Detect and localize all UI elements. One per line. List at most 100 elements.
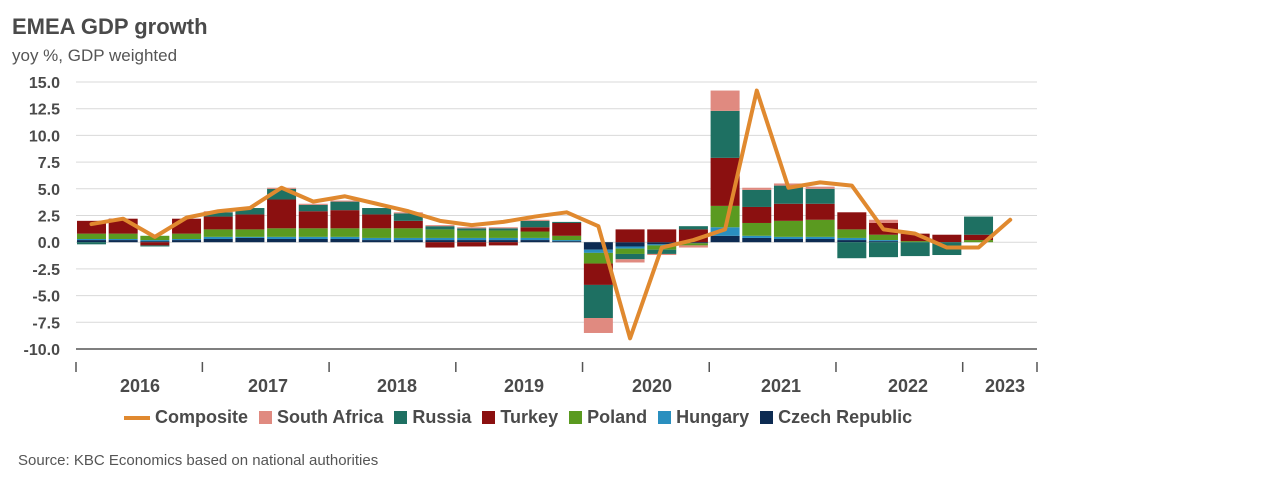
bar-segment-poland xyxy=(773,220,803,237)
bar-segment-hungary xyxy=(203,236,233,239)
legend-swatch xyxy=(482,411,496,424)
legend-item-poland: Poland xyxy=(569,407,647,428)
chart-subtitle: yoy %, GDP weighted xyxy=(12,46,178,65)
bar-segment-south-africa xyxy=(742,187,772,190)
legend-label: Composite xyxy=(155,407,249,427)
bar-segment-hungary xyxy=(805,236,835,239)
bar-segment-russia xyxy=(710,110,740,158)
bar-segment-poland xyxy=(203,229,233,237)
source-note: Source: KBC Economics based on national … xyxy=(18,452,379,469)
bar-segment-hungary xyxy=(488,237,518,241)
bar-segment-hungary xyxy=(773,236,803,239)
y-tick-label: -7.5 xyxy=(32,315,60,332)
bar-segment-poland xyxy=(964,240,994,243)
bar-segment-hungary xyxy=(520,237,550,241)
bar-segment-russia xyxy=(678,226,708,230)
bar-segment-czech-republic xyxy=(869,241,898,243)
bar-segment-poland xyxy=(900,241,930,243)
bar-segment-turkey xyxy=(615,229,645,243)
bar-segment-russia xyxy=(773,185,803,204)
bar-segment-hungary xyxy=(362,237,392,241)
legend-swatch xyxy=(569,411,583,424)
bar-segment-russia xyxy=(552,221,582,223)
bar-segment-hungary xyxy=(172,238,202,241)
legend-swatch xyxy=(658,411,672,424)
bar-segment-poland xyxy=(393,228,423,238)
legend-item-south-africa: South Africa xyxy=(259,407,383,428)
bar-segment-czech-republic xyxy=(457,240,487,243)
y-tick-label: 7.5 xyxy=(38,155,60,172)
chart-legend: Composite South Africa Russia Turkey Poland H… xyxy=(124,407,923,428)
y-tick-label: 15.0 xyxy=(29,75,60,92)
bar-segment-poland xyxy=(172,233,202,239)
x-year-label: 2020 xyxy=(632,376,672,396)
bar-segment-south-africa xyxy=(583,318,613,333)
bar-segment-turkey xyxy=(298,211,328,229)
bar-segment-hungary xyxy=(837,237,867,241)
legend-item-hungary: Hungary xyxy=(658,407,749,428)
legend-label: South Africa xyxy=(277,407,384,427)
bar-segment-south-africa xyxy=(457,227,487,229)
bar-segment-poland xyxy=(457,230,487,238)
bar-segment-poland xyxy=(108,233,138,239)
bar-segment-hungary xyxy=(77,238,106,241)
legend-swatch xyxy=(394,411,408,424)
bar-segment-turkey xyxy=(742,206,772,223)
bar-segment-czech-republic xyxy=(773,238,803,243)
bar-segment-hungary xyxy=(552,240,582,242)
bar-segment-russia xyxy=(805,188,835,204)
bar-segment-poland xyxy=(552,235,582,241)
bar-segment-south-africa xyxy=(869,219,898,223)
bar-segment-czech-republic xyxy=(520,240,550,243)
x-year-label: 2023 xyxy=(985,376,1025,396)
bar-segment-russia xyxy=(267,188,297,200)
y-tick-label: 12.5 xyxy=(29,102,60,119)
bar-segment-hungary xyxy=(235,236,265,238)
bar-segment-turkey xyxy=(647,229,677,243)
bar-segment-south-africa xyxy=(298,203,328,205)
bar-segment-hungary xyxy=(457,237,487,241)
bar-segment-poland xyxy=(837,229,867,238)
bar-segment-czech-republic xyxy=(203,238,233,243)
bar-segment-russia xyxy=(488,228,518,231)
bar-segment-czech-republic xyxy=(583,242,613,250)
bar-segment-poland xyxy=(615,248,645,254)
legend-label: Turkey xyxy=(500,407,559,427)
bar-segment-czech-republic xyxy=(488,240,518,243)
y-tick-label: 2.5 xyxy=(38,209,60,226)
bar-segment-poland xyxy=(583,252,613,264)
bar-segment-turkey xyxy=(235,214,265,230)
bar-segment-south-africa xyxy=(615,259,645,263)
bar-segment-russia xyxy=(869,242,898,258)
bar-segment-turkey xyxy=(362,214,392,229)
bar-segment-russia xyxy=(520,220,550,228)
bar-segment-hungary xyxy=(267,236,297,239)
bar-segment-turkey xyxy=(552,222,582,236)
bar-segment-turkey xyxy=(583,263,613,285)
bar-segment-czech-republic xyxy=(710,235,740,243)
bar-segment-poland xyxy=(488,230,518,238)
bar-segment-russia xyxy=(583,284,613,319)
bar-segment-south-africa xyxy=(678,245,708,248)
y-tick-label: 5.0 xyxy=(38,182,60,199)
bar-segment-czech-republic xyxy=(362,240,392,243)
bar-segment-poland xyxy=(520,231,550,238)
bar-segment-czech-republic xyxy=(393,240,423,243)
bar-segment-south-africa xyxy=(805,186,835,189)
bar-segment-russia xyxy=(393,213,423,221)
bar-segment-hungary xyxy=(298,236,328,239)
bar-segment-russia xyxy=(742,189,772,207)
bar-segment-russia xyxy=(425,226,455,230)
bar-segment-poland xyxy=(678,243,708,246)
bar-segment-czech-republic xyxy=(742,237,772,243)
bar-segment-russia xyxy=(235,208,265,215)
bar-segment-turkey xyxy=(900,233,930,242)
bar-segment-hungary xyxy=(615,246,645,249)
bar-segment-russia xyxy=(457,228,487,231)
bar-segment-russia xyxy=(298,204,328,212)
bar-segment-russia xyxy=(77,242,106,245)
legend-item-composite: Composite xyxy=(124,407,248,428)
y-tick-label: -10.0 xyxy=(24,342,61,359)
bar-segment-czech-republic xyxy=(172,240,202,243)
composite-line xyxy=(89,88,1013,341)
